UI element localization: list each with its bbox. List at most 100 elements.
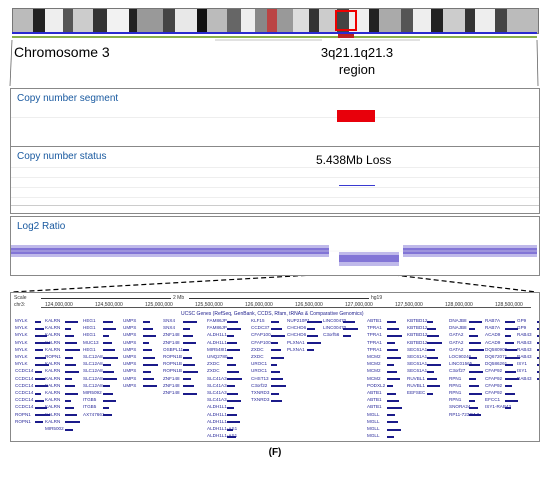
gene-structure xyxy=(387,392,396,395)
gene-label: CHST13 xyxy=(251,375,269,381)
gene-structure xyxy=(103,414,112,417)
chromosome-label: Chromosome 3 xyxy=(14,44,110,60)
gene-label: MGLL xyxy=(367,418,380,424)
gene-label: UMPS xyxy=(123,354,137,359)
gene-label: KBTBD12 xyxy=(407,332,428,338)
gene-structure xyxy=(35,370,42,373)
log2-ratio-panel: Log2 Ratio xyxy=(10,216,540,276)
gene-label: RPN1 xyxy=(449,375,462,381)
gene-label: SLC12A8 xyxy=(83,375,103,381)
loss-annotation: 5.438Mb Loss xyxy=(316,153,392,167)
gene-structure xyxy=(35,334,47,337)
gene-structure xyxy=(143,378,154,381)
gene-label: LINC00470 xyxy=(323,318,347,323)
gene-label: KALRN xyxy=(45,368,61,374)
gene-structure xyxy=(35,406,47,409)
gene-structure xyxy=(469,370,483,373)
gene-structure xyxy=(227,378,242,381)
gene-label: ZNF148 xyxy=(163,382,180,388)
gene-structure xyxy=(65,378,72,381)
gene-structure xyxy=(65,428,73,431)
gene-label: CFAP92 xyxy=(485,368,503,374)
scale-bar-label: 2 Mb xyxy=(173,295,185,301)
gene-structure xyxy=(387,327,399,330)
gene-label: HEG1 xyxy=(83,325,96,331)
gene-structure xyxy=(227,385,235,388)
gene-structure xyxy=(307,342,321,345)
gene-label: FAM86JP xyxy=(207,318,227,323)
gene-label: SNX4 xyxy=(163,318,176,323)
gene-structure xyxy=(227,334,234,337)
gene-structure xyxy=(35,363,49,366)
gene-structure xyxy=(103,356,118,359)
gene-structure xyxy=(271,349,281,352)
gene-structure xyxy=(469,406,478,409)
gene-structure xyxy=(183,385,194,388)
position-tick-label: 126,500,000 xyxy=(295,302,323,308)
gene-label: ZNF148 xyxy=(163,390,180,395)
gene-label: C3orf56 xyxy=(323,332,340,338)
position-tick-label: 124,500,000 xyxy=(95,302,123,308)
gene-label: ROPN1B xyxy=(163,354,182,359)
gene-label: ALDH1L1 xyxy=(207,418,227,424)
gene-structure xyxy=(143,327,153,330)
gene-label: MIR5002 xyxy=(45,426,64,431)
gene-structure xyxy=(227,428,233,431)
gene-label: KALRN xyxy=(45,397,61,403)
gene-structure xyxy=(103,349,115,352)
gene-label: TXNRD3 xyxy=(251,397,270,403)
gene-structure xyxy=(271,363,277,366)
gene-label: KALRN xyxy=(45,375,61,381)
gene-label: RUVBL1 xyxy=(407,382,425,388)
gene-label: DQ672071 xyxy=(485,354,508,359)
gene-label: RPN1 xyxy=(449,397,462,403)
gene-structure xyxy=(103,385,110,388)
gene-label: KALRN xyxy=(45,318,61,323)
copy-number-status-title: Copy number status xyxy=(17,151,107,162)
gene-structure xyxy=(35,349,43,352)
gene-structure xyxy=(271,385,286,388)
gene-label: UMPS xyxy=(123,332,137,338)
gene-structure xyxy=(271,356,284,359)
gene-label: ALDH1L1 xyxy=(207,332,227,338)
gene-label: KALRN xyxy=(45,390,61,395)
gene-label: UMPS xyxy=(123,382,137,388)
gene-structure xyxy=(103,320,113,323)
gene-label: MIR548I1 xyxy=(207,346,227,352)
gene-structure xyxy=(143,320,150,323)
gene-structure xyxy=(469,399,475,402)
gene-structure xyxy=(183,356,192,359)
gene-label: HEG1 xyxy=(83,346,96,352)
gene-label: KBTBD12 xyxy=(407,318,428,323)
gene-structure xyxy=(387,414,395,417)
gene-label: LINC00470 xyxy=(323,325,347,331)
gene-label: MYLK xyxy=(15,325,28,331)
gene-structure xyxy=(227,349,240,352)
position-tick-label: 125,000,000 xyxy=(145,302,173,308)
gene-label: ITGB5 xyxy=(83,404,97,410)
gene-label: SEC61A1 xyxy=(407,361,428,367)
gene-label: C3orf27 xyxy=(449,368,466,374)
gene-label: ROPN1B xyxy=(163,361,182,367)
gene-label: EFCC1 xyxy=(485,397,501,403)
gene-structure xyxy=(427,327,436,330)
gene-label: GP9 xyxy=(517,318,527,323)
gene-structure xyxy=(469,414,481,417)
gene-structure xyxy=(103,406,109,409)
gene-label: MCM2 xyxy=(367,354,381,359)
gene-structure xyxy=(469,385,479,388)
gene-label: ROPN1 xyxy=(15,418,31,424)
gene-structure xyxy=(469,334,478,337)
gene-label: RAB43 xyxy=(517,339,532,345)
gene-label: ROPN1 xyxy=(45,354,61,359)
gene-label: CCDC14 xyxy=(15,404,34,410)
gene-label: ALDH1L1-AS1 xyxy=(207,433,238,439)
gene-label: ISY1 xyxy=(517,361,527,367)
gene-label: TPRA1 xyxy=(367,339,382,345)
gene-label: MUC13 xyxy=(83,339,99,345)
gene-structure xyxy=(537,356,539,359)
gene-structure xyxy=(103,334,109,337)
gene-structure xyxy=(271,392,279,395)
figure-label: (F) xyxy=(268,447,282,458)
gene-label: ZXDC xyxy=(251,346,264,352)
